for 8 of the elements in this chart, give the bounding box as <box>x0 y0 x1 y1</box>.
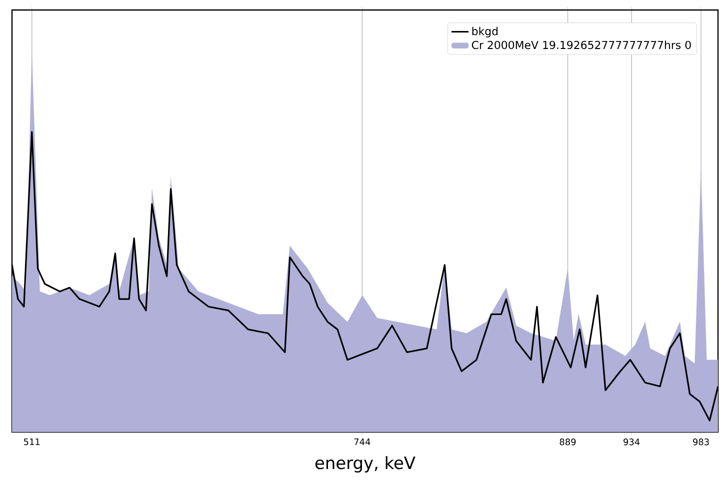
x-tick-label: 934 <box>624 438 640 446</box>
legend-label: Cr 2000MeV 19.192652777777777hrs 0 <box>472 40 691 50</box>
legend-label: bkgd <box>472 26 498 38</box>
x-tick-label: 744 <box>354 438 370 446</box>
x-tick-label: 511 <box>24 438 40 446</box>
x-tick-label: 889 <box>560 438 576 446</box>
x-tick-label: 983 <box>693 438 709 446</box>
x-axis-title: energy, keV <box>315 456 416 473</box>
